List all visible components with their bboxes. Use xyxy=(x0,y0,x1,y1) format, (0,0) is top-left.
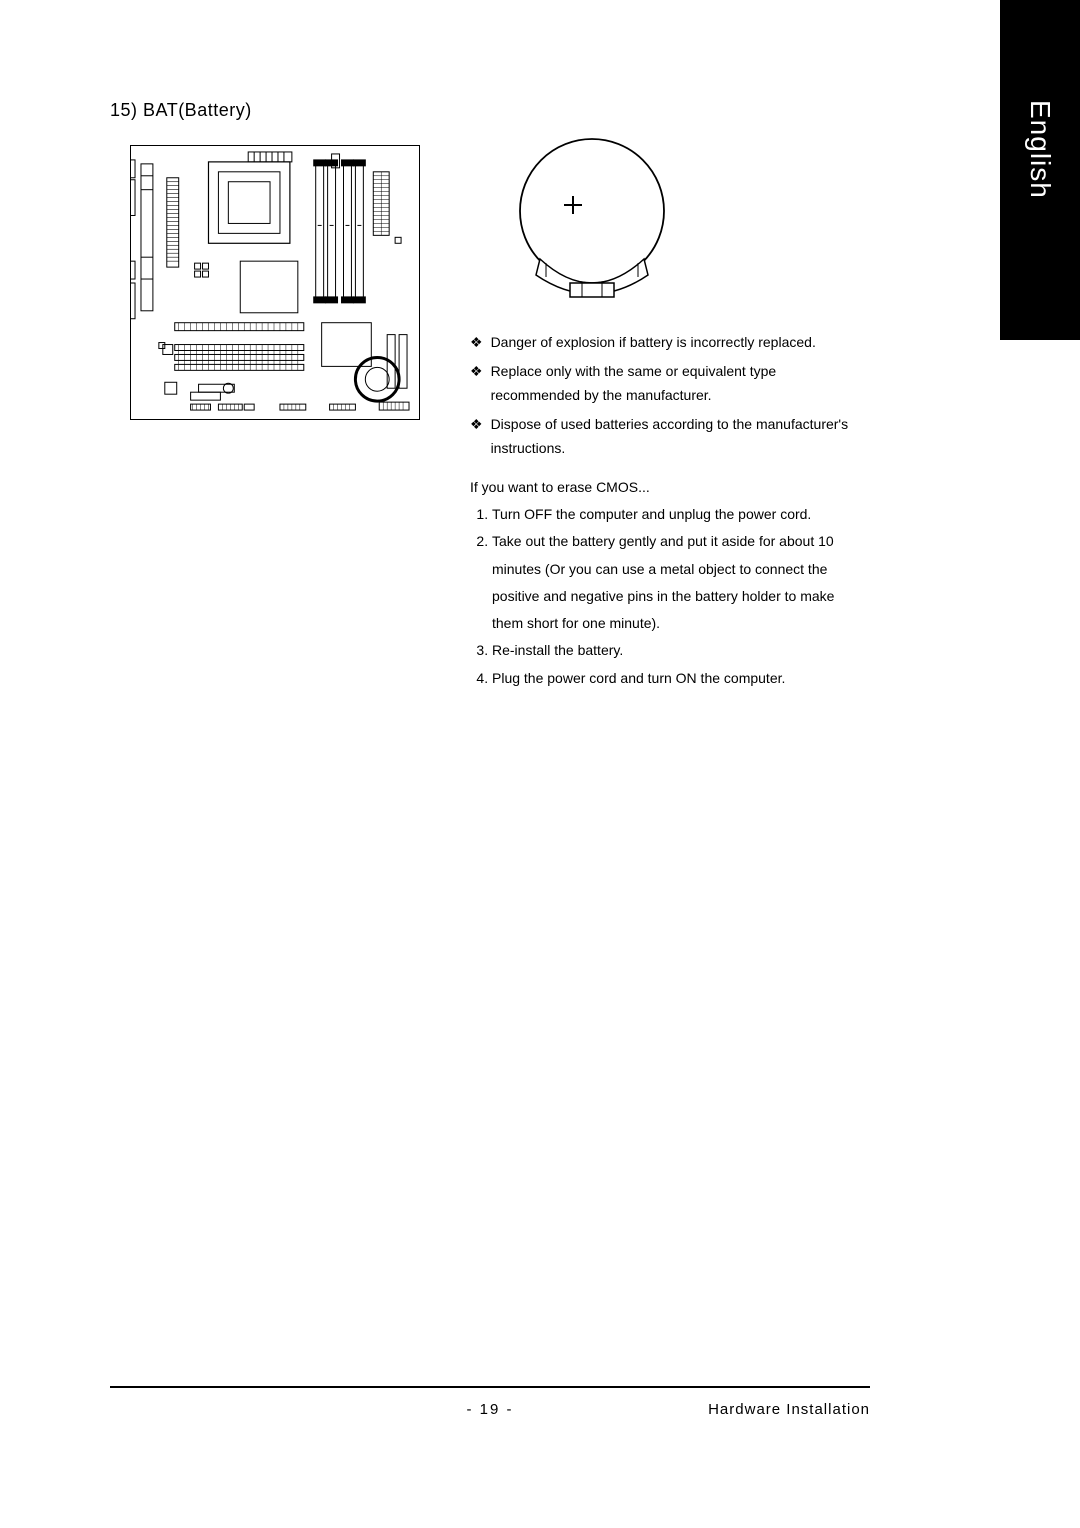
step-item: Re-install the battery. xyxy=(492,637,860,664)
warning-text: Dispose of used batteries according to t… xyxy=(491,412,860,461)
section-title: 15) BAT(Battery) xyxy=(110,100,870,121)
page-root: English 15) BAT(Battery) xyxy=(0,0,1080,1528)
motherboard-diagram xyxy=(130,145,420,420)
content-area: 15) BAT(Battery) xyxy=(110,100,870,692)
battery-location-highlight xyxy=(355,357,399,401)
language-tab: English xyxy=(1000,0,1080,340)
warning-item: ❖ Danger of explosion if battery is inco… xyxy=(470,330,860,355)
diamond-bullet-icon: ❖ xyxy=(470,359,483,408)
battery-closeup-diagram xyxy=(500,135,680,305)
cmos-steps: Turn OFF the computer and unplug the pow… xyxy=(470,501,860,692)
footer-title: Hardware Installation xyxy=(708,1401,870,1418)
diamond-bullet-icon: ❖ xyxy=(470,412,483,461)
two-column-layout: ❖ Danger of explosion if battery is inco… xyxy=(110,145,870,692)
warning-text: Replace only with the same or equivalent… xyxy=(491,359,860,408)
warning-list: ❖ Danger of explosion if battery is inco… xyxy=(470,330,860,461)
text-column: ❖ Danger of explosion if battery is inco… xyxy=(470,145,860,692)
cmos-intro: If you want to erase CMOS... xyxy=(470,475,860,500)
page-number: - 19 - xyxy=(466,1401,513,1418)
step-item: Plug the power cord and turn ON the comp… xyxy=(492,665,860,692)
vram-heatsink xyxy=(167,178,179,267)
diamond-bullet-icon: ❖ xyxy=(470,330,483,355)
warning-text: Danger of explosion if battery is incorr… xyxy=(491,330,816,355)
page-footer: - 19 - Hardware Installation xyxy=(110,1401,870,1418)
warning-item: ❖ Replace only with the same or equivale… xyxy=(470,359,860,408)
motherboard-column xyxy=(110,145,430,425)
step-item: Turn OFF the computer and unplug the pow… xyxy=(492,501,860,528)
warning-item: ❖ Dispose of used batteries according to… xyxy=(470,412,860,461)
step-item: Take out the battery gently and put it a… xyxy=(492,528,860,637)
language-label: English xyxy=(1024,100,1056,199)
footer-rule xyxy=(110,1386,870,1388)
